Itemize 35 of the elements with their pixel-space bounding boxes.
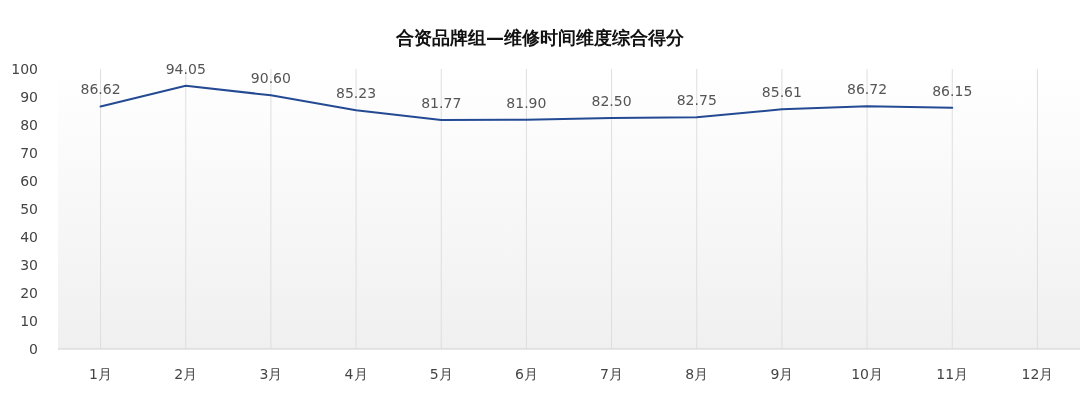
y-tick-label: 10 <box>20 313 38 329</box>
y-tick-label: 90 <box>20 89 38 105</box>
data-label: 86.15 <box>932 82 973 99</box>
x-tick-label: 3月 <box>259 366 283 382</box>
data-label: 94.05 <box>165 60 206 77</box>
x-tick-label: 8月 <box>685 366 709 382</box>
x-tick-label: 1月 <box>89 366 113 382</box>
x-tick-label: 10月 <box>851 366 883 382</box>
data-label: 85.61 <box>761 84 802 101</box>
x-tick-label: 6月 <box>514 366 538 382</box>
y-tick-label: 30 <box>20 257 38 273</box>
y-tick-label: 40 <box>20 229 38 245</box>
x-tick-label: 11月 <box>936 366 969 382</box>
y-tick-label: 0 <box>29 341 38 357</box>
x-tick-label: 12月 <box>1021 366 1054 382</box>
data-label: 82.75 <box>676 92 717 109</box>
data-label: 85.23 <box>336 85 377 102</box>
data-label: 90.60 <box>250 70 291 87</box>
y-tick-label: 100 <box>11 61 38 77</box>
x-tick-label: 9月 <box>770 366 794 382</box>
y-tick-label: 60 <box>20 173 38 189</box>
data-label: 81.77 <box>421 95 462 112</box>
chart-title: 合资品牌组—维修时间维度综合得分 <box>395 27 685 48</box>
data-label: 81.90 <box>506 94 547 111</box>
y-tick-label: 70 <box>20 145 38 161</box>
x-tick-label: 4月 <box>344 366 368 382</box>
data-label: 82.50 <box>591 93 632 109</box>
y-tick-label: 20 <box>20 285 38 301</box>
y-tick-label: 50 <box>20 201 38 217</box>
y-tick-label: 80 <box>20 117 38 133</box>
x-tick-label: 5月 <box>429 366 453 382</box>
data-label: 86.72 <box>847 81 888 98</box>
data-label: 86.62 <box>80 81 121 98</box>
x-tick-label: 7月 <box>600 366 624 382</box>
x-tick-label: 2月 <box>174 366 198 382</box>
